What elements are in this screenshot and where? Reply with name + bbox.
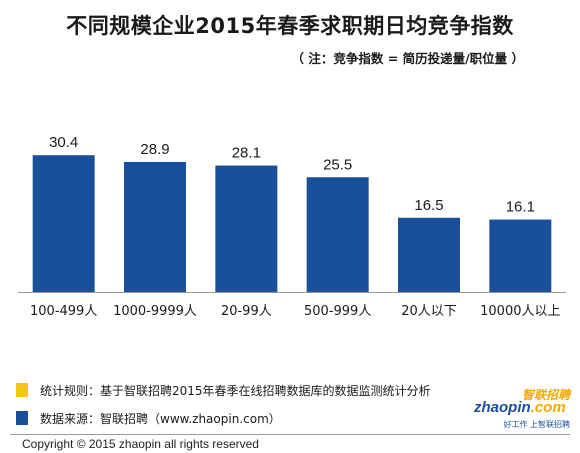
chart-title: 不同规模企业2015年春季求职期日均竞争指数 xyxy=(66,14,514,38)
category-label-1: 1000-9999人 xyxy=(113,304,197,319)
logo-brand-name: 智联招聘 xyxy=(521,388,570,402)
value-label-1: 28.9 xyxy=(140,141,169,158)
bar-4 xyxy=(398,217,460,292)
value-label-4: 16.5 xyxy=(414,197,443,214)
logo-domain: zhaopin.com xyxy=(474,399,566,416)
value-labels-group: 30.4 28.9 28.1 25.5 16.5 16.1 xyxy=(49,134,535,215)
bar-1 xyxy=(124,161,186,292)
value-label-2: 28.1 xyxy=(232,145,261,162)
legend-label-source: 数据来源：智联招聘（www.zhaopin.com） xyxy=(40,411,281,426)
legend-label-rule: 统计规则：基于智联招聘2015年春季在线招聘数据库的数据监测统计分析 xyxy=(40,383,431,398)
category-label-5: 10000人以上 xyxy=(480,304,560,319)
value-label-5: 16.1 xyxy=(506,199,535,216)
logo-slogan: 好工作 上智联招聘 xyxy=(503,420,570,429)
legend-swatch-blue xyxy=(16,411,28,425)
copyright-text: Copyright © 2015 zhaopin all rights rese… xyxy=(22,437,259,451)
bar-3 xyxy=(306,177,369,292)
chart-subtitle: （ 注：竞争指数 = 简历投递量/职位量 ） xyxy=(291,51,524,66)
bar-0 xyxy=(32,155,95,292)
category-labels-group: 100-499人 1000-9999人 20-99人 500-999人 20人以下 100… xyxy=(30,304,561,319)
category-label-3: 500-999人 xyxy=(304,304,371,319)
value-label-0: 30.4 xyxy=(49,134,78,151)
bars-group xyxy=(32,155,552,292)
category-label-2: 20-99人 xyxy=(221,304,272,319)
footer-divider xyxy=(10,434,570,435)
bar-5 xyxy=(489,219,552,292)
legend-item-rule: 统计规则：基于智联招聘2015年春季在线招聘数据库的数据监测统计分析 xyxy=(16,380,431,400)
legend-swatch-yellow xyxy=(16,383,28,397)
bar-chart: 30.4 28.9 28.1 25.5 16.5 16.1 100-499人 1000-99… xyxy=(18,134,566,319)
category-label-0: 100-499人 xyxy=(30,304,97,319)
bar-2 xyxy=(215,165,278,292)
zhaopin-logo: 智联招聘 zhaopin.com 好工作 上智联招聘 xyxy=(474,386,574,430)
value-label-3: 25.5 xyxy=(323,156,352,173)
legend-item-source: 数据来源：智联招聘（www.zhaopin.com） xyxy=(16,408,281,428)
category-label-4: 20人以下 xyxy=(401,304,457,319)
